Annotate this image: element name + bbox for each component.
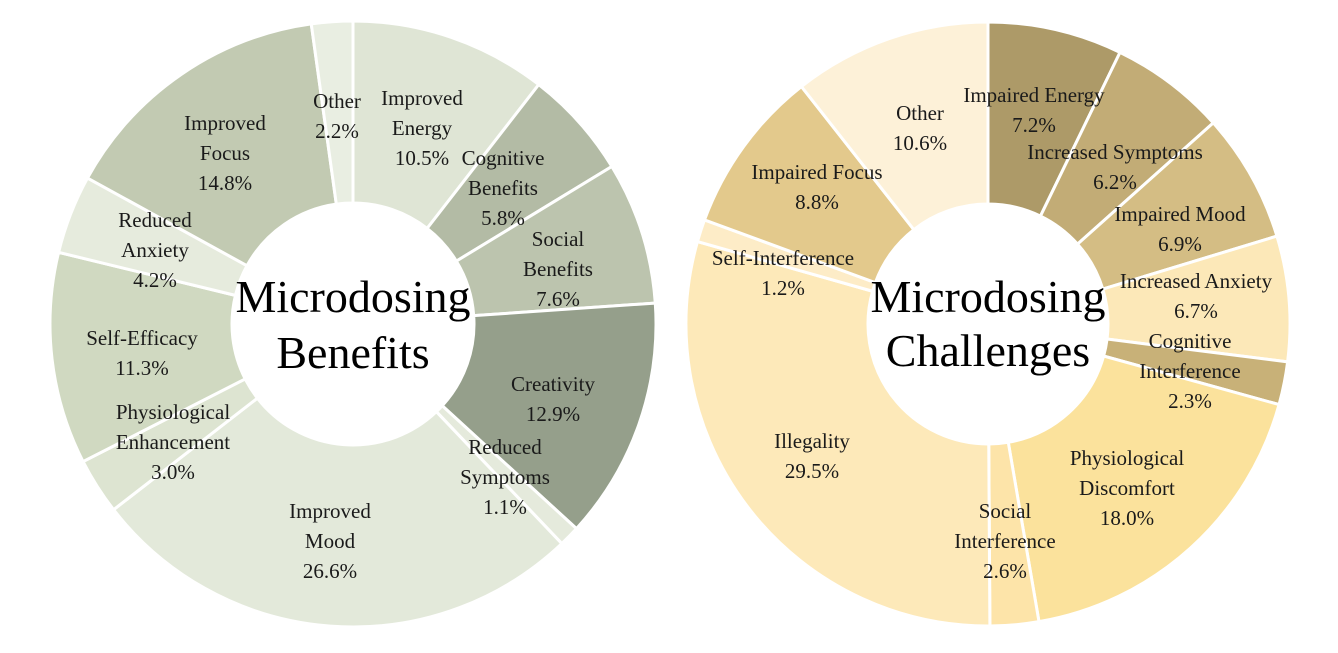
slice-value: 3.0% [151, 460, 195, 484]
chart-title-line: Microdosing [235, 271, 470, 322]
slice-name: Anxiety [121, 238, 189, 262]
slice-name: Physiological [1070, 446, 1184, 470]
slice-name: Benefits [523, 257, 593, 281]
chart-title-line: Benefits [276, 327, 429, 378]
slice-name: Interference [954, 529, 1055, 553]
slice-value: 6.9% [1158, 232, 1202, 256]
slice-label: Impaired Energy 7.2% [963, 83, 1105, 137]
slice-name: Impaired Energy [963, 83, 1105, 107]
slice-name: Symptoms [460, 465, 550, 489]
slice-value: 8.8% [795, 190, 839, 214]
slice-label: Reduced Symptoms 1.1% [460, 435, 550, 519]
chart-title: Microdosing Challenges [870, 271, 1105, 376]
slice-label: Cognitive Interference 2.3% [1139, 329, 1240, 413]
slice-name: Discomfort [1079, 476, 1175, 500]
slice-improved-focus [85, 22, 339, 268]
slice-value: 10.5% [395, 146, 449, 170]
slice-value: 10.6% [893, 131, 947, 155]
chart-title: Microdosing Benefits [235, 271, 470, 378]
slice-name: Increased Symptoms [1027, 140, 1203, 164]
slice-label: Reduced Anxiety 4.2% [118, 208, 192, 292]
slice-name: Creativity [511, 372, 595, 396]
slice-value: 7.6% [536, 287, 580, 311]
slice-label: Self-Interference 1.2% [712, 246, 854, 300]
slice-value: 6.7% [1174, 299, 1218, 323]
slice-value: 14.8% [198, 171, 252, 195]
slice-value: 29.5% [785, 459, 839, 483]
slice-label: Increased Symptoms 6.2% [1027, 140, 1203, 194]
slice-value: 26.6% [303, 559, 357, 583]
donut-chart-benefits: Improved Energy 10.5% Cognitive Benefits 5.8%… [48, 19, 658, 629]
slice-label: Social Interference 2.6% [954, 499, 1055, 583]
slice-other [309, 19, 355, 206]
slice-name: Cognitive [1149, 329, 1232, 353]
slice-name: Reduced [118, 208, 192, 232]
slice-label: Impaired Mood 6.9% [1114, 202, 1246, 256]
slice-value: 6.2% [1093, 170, 1137, 194]
slice-value: 1.1% [483, 495, 527, 519]
slice-label: Cognitive Benefits 5.8% [462, 146, 545, 230]
slice-value: 11.3% [115, 356, 168, 380]
slice-illegality [684, 239, 992, 628]
slice-label: Improved Energy 10.5% [381, 86, 463, 170]
slice-name: Illegality [774, 429, 850, 453]
slice-value: 2.2% [315, 119, 359, 143]
slice-creativity [440, 301, 658, 531]
donut-chart-challenges: Impaired Energy 7.2% Increased Symptoms 6.2… [684, 20, 1292, 628]
slice-label: Social Benefits 7.6% [523, 227, 593, 311]
slice-value: 2.6% [983, 559, 1027, 583]
slice-name: Improved [289, 499, 371, 523]
slice-label: Illegality 29.5% [774, 429, 850, 483]
slice-name: Social [532, 227, 585, 251]
slice-name: Improved [184, 111, 266, 135]
slice-value: 18.0% [1100, 506, 1154, 530]
slice-label: Physiological Discomfort 18.0% [1070, 446, 1184, 530]
slice-name: Focus [200, 141, 250, 165]
slice-name: Energy [392, 116, 453, 140]
slice-value: 12.9% [526, 402, 580, 426]
slice-name: Reduced [468, 435, 542, 459]
slice-name: Interference [1139, 359, 1240, 383]
slice-improved-mood [111, 396, 564, 629]
slice-name: Impaired Mood [1114, 202, 1246, 226]
slice-name: Other [313, 89, 361, 113]
slice-label: Impaired Focus 8.8% [751, 160, 882, 214]
slice-name: Enhancement [116, 430, 230, 454]
slice-value: 2.3% [1168, 389, 1212, 413]
slice-improved-energy [351, 19, 541, 231]
slice-value: 7.2% [1012, 113, 1056, 137]
slice-name: Impaired Focus [751, 160, 882, 184]
slice-name: Benefits [468, 176, 538, 200]
slice-label: Creativity 12.9% [511, 372, 595, 426]
chart-title-line: Challenges [886, 325, 1090, 376]
slice-label: Increased Anxiety 6.7% [1120, 269, 1273, 323]
slice-self-efficacy [48, 250, 248, 464]
slice-value: 4.2% [133, 268, 177, 292]
slice-label: Other 2.2% [313, 89, 361, 143]
slice-name: Improved [381, 86, 463, 110]
slice-value: 1.2% [761, 276, 805, 300]
slice-name: Physiological [116, 400, 230, 424]
chart-title-line: Microdosing [870, 271, 1105, 322]
slice-name: Mood [305, 529, 356, 553]
slice-label: Improved Mood 26.6% [289, 499, 371, 583]
slice-name: Self-Interference [712, 246, 854, 270]
slice-label: Other 10.6% [893, 101, 947, 155]
slice-other [799, 20, 990, 232]
slice-physiological-discomfort [1006, 354, 1281, 624]
slice-label: Improved Focus 14.8% [184, 111, 266, 195]
slice-name: Social [979, 499, 1032, 523]
slice-name: Cognitive [462, 146, 545, 170]
slice-name: Other [896, 101, 944, 125]
slice-name: Increased Anxiety [1120, 269, 1273, 293]
slice-value: 5.8% [481, 206, 525, 230]
slice-name: Self-Efficacy [86, 326, 198, 350]
slice-label: Self-Efficacy 11.3% [86, 326, 198, 380]
slice-label: Physiological Enhancement 3.0% [116, 400, 230, 484]
